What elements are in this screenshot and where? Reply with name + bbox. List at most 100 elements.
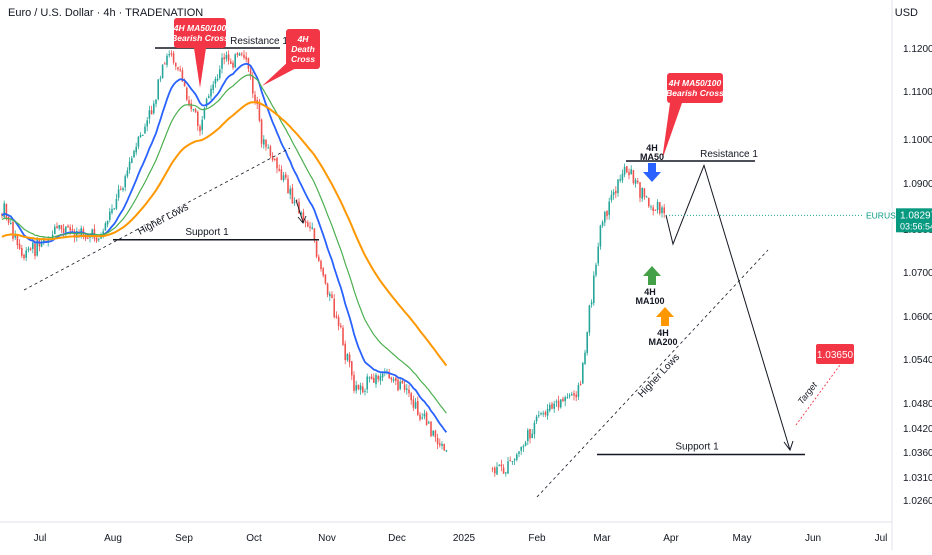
oct-low-arrow [295, 199, 307, 224]
candle-body [221, 57, 223, 69]
candle-body [69, 227, 71, 231]
candle-body [340, 325, 342, 328]
candle-body [507, 461, 509, 474]
candle-body [397, 379, 399, 391]
candle-body [58, 225, 60, 229]
candle-body [518, 451, 520, 454]
bearish-cross-callout-1-pointer [194, 48, 206, 88]
candle-body [406, 388, 408, 390]
candle-body [252, 75, 254, 94]
x-tick-label: Apr [663, 533, 679, 544]
x-tick-label: Oct [246, 533, 262, 544]
y-tick-label: 1.09000 [903, 179, 932, 190]
ma100-label-line2: MA100 [635, 296, 664, 306]
candle-body [375, 374, 377, 385]
candle-body [84, 235, 87, 239]
symbol-tag: EURUSD [866, 210, 902, 220]
candle-body [128, 161, 131, 170]
candle-body [659, 202, 661, 214]
candle-body [538, 415, 540, 417]
candle-body [318, 256, 320, 261]
candle-body [249, 69, 252, 76]
candle-body [423, 413, 426, 417]
candle-body [425, 412, 428, 425]
candle-body [496, 466, 498, 475]
candle-body [150, 110, 153, 115]
target-price-label: 1.03650 [817, 350, 854, 361]
candle-body [289, 188, 291, 195]
candle-body [595, 264, 597, 276]
candle-body [593, 275, 595, 303]
candle-body [168, 54, 170, 56]
candle-body [71, 229, 74, 231]
candle-body [113, 208, 115, 210]
candle-body [166, 55, 168, 65]
x-tick-label: Sep [175, 533, 193, 544]
bearish-cross-callout-1-box [174, 18, 226, 48]
candle-body [502, 467, 505, 474]
candle-body [428, 422, 430, 424]
projection-arrowhead [783, 440, 794, 452]
candle-body [276, 157, 278, 169]
symbol-tag-bg [864, 208, 892, 223]
candle-body [14, 235, 16, 238]
support-label-left: Support 1 [185, 227, 229, 238]
x-tick-label: Mar [593, 533, 611, 544]
candle-body [412, 399, 415, 408]
candle-body [529, 429, 531, 439]
candle-body [500, 464, 503, 467]
countdown-tag: 03:56:54 [900, 221, 932, 231]
candle-body [238, 53, 241, 56]
y-tick-label: 1.12000 [903, 44, 932, 55]
candle-body [355, 385, 357, 391]
candle-body [370, 376, 373, 380]
candle-body [597, 246, 599, 264]
candle-body [73, 231, 76, 238]
candle-body [320, 260, 322, 270]
candle-body [634, 179, 637, 184]
candle-body [216, 78, 219, 81]
candles [1, 50, 665, 477]
candle-body [197, 111, 199, 126]
bearish-cross-callout-1-text: 4H MA50/100 [173, 23, 227, 33]
candle-body [436, 437, 439, 445]
candle-body [102, 231, 104, 234]
candle-body [494, 467, 496, 474]
currency-label[interactable]: USD [894, 7, 918, 19]
candle-body [590, 302, 593, 305]
candle-body [139, 135, 142, 137]
higher-lows-trendline-right [536, 249, 769, 498]
candle-body [351, 361, 353, 376]
candle-body [91, 229, 93, 236]
y-tick-label: 1.05400 [903, 355, 932, 366]
candle-body [599, 225, 602, 247]
candle-body [117, 189, 120, 198]
candle-body [135, 146, 137, 153]
candle-body [62, 228, 65, 233]
ma200-label-line1: 4H [657, 328, 669, 338]
candle-body [439, 443, 441, 446]
y-axis: 1.120001.110001.100001.090001.080001.070… [903, 0, 932, 507]
candle-body [282, 175, 285, 181]
candle-body [291, 187, 294, 204]
candle-body [654, 209, 657, 211]
y-tick-label: 1.02600 [903, 496, 932, 507]
candle-body [434, 430, 437, 438]
ma50-label-line1: 4H [646, 143, 658, 153]
candle-body [194, 109, 197, 113]
candle-body [124, 176, 126, 188]
candle-body [588, 305, 591, 333]
candle-body [309, 226, 311, 228]
candle-body [408, 389, 410, 394]
x-tick-label: Aug [104, 533, 122, 544]
y-tick-label: 1.04200 [903, 424, 932, 435]
candle-body [67, 225, 69, 228]
candle-body [432, 430, 434, 436]
candle-body [157, 79, 159, 99]
candle-body [40, 241, 43, 247]
ma100-label-line1: 4H [644, 287, 656, 297]
ma200-arrow [656, 307, 674, 326]
candle-body [111, 209, 113, 213]
candle-body [205, 98, 208, 107]
